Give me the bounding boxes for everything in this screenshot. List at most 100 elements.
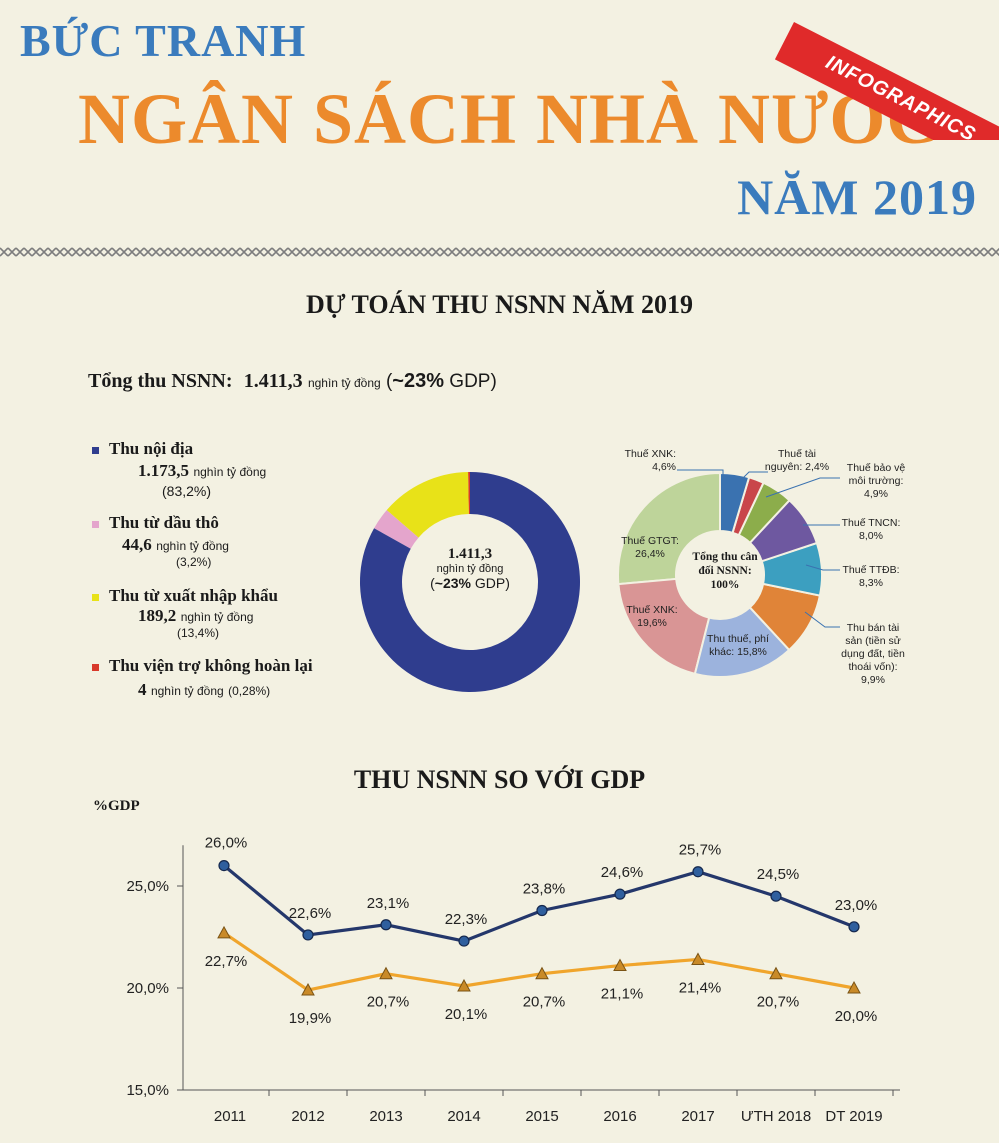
balanced-revenue-donut-chart (617, 469, 840, 678)
donut-center-gdp-close: GDP) (470, 575, 510, 591)
legend-item-vien-tro: Thu viện trợ không hoàn lại 4 nghìn tỷ đ… (92, 656, 313, 700)
pie-label-thue-tncn: Thuế TNCN: 8,0% (841, 517, 901, 542)
legend-item-dau-tho: Thu từ dầu thô 44,6 nghìn tỷ đồng (3,2%) (92, 513, 229, 569)
series-0-point (458, 935, 470, 947)
series-1-data-label: 20,0% (835, 1008, 878, 1025)
pie-label-thue-xnk-small: Thuế XNK: 4,6% (624, 448, 676, 473)
legend-label: Thu nội địa (109, 439, 194, 458)
series-1-point (847, 980, 861, 994)
section-title-revenue-estimate: DỰ TOÁN THU NSNN NĂM 2019 (306, 290, 693, 319)
series-0-point (536, 904, 548, 917)
balanced-donut-slice-0 (719, 471, 751, 535)
revenue-donut-slice-2 (386, 472, 469, 538)
series-0-data-label: 24,5% (757, 866, 800, 883)
series-0-data-label: 22,6% (289, 905, 332, 922)
legend-value: 189,2 (138, 606, 177, 625)
series-1-point (769, 966, 783, 980)
series-1-data-label: 20,7% (523, 994, 566, 1011)
x-tick-label: 2017 (681, 1108, 714, 1125)
legend-pct: (3,2%) (176, 555, 212, 569)
legend-swatch (92, 593, 99, 601)
revenue-donut-chart (360, 472, 580, 692)
balanced-donut-slice-3 (748, 498, 819, 563)
series-1-point (691, 952, 705, 965)
donut-center-unit: nghìn tỷ đồng (436, 563, 504, 575)
balanced-donut-slice-2 (737, 481, 791, 545)
legend-swatch (92, 446, 99, 454)
pie-label-thue-bao-ve-moi-truong: Thuế bảo vệ môi trường: 4,9% (846, 462, 906, 500)
series-0-data-label: 23,0% (835, 897, 878, 914)
series-1-point (613, 958, 627, 972)
donut-center-gdp-bold: ~23% (434, 575, 471, 591)
header-divider (0, 244, 999, 260)
legend-pct: (0,28%) (228, 684, 271, 698)
pie-center-line2: đối NSNN: (698, 565, 752, 577)
y-tick-label: 25,0% (126, 878, 169, 895)
series-1-point (301, 982, 315, 996)
ribbon-label: INFOGRAPHICS (822, 51, 980, 140)
x-tick-label: 2015 (525, 1108, 558, 1125)
series-1-data-label: 22,7% (205, 953, 248, 970)
series-line-1 (223, 931, 855, 992)
pie-center-line3: 100% (710, 579, 740, 591)
balanced-donut-slice-5 (748, 582, 822, 652)
series-1-data-label: 21,4% (679, 979, 722, 996)
series-1-point (217, 925, 231, 939)
total-unit: nghìn tỷ đồng (307, 376, 381, 390)
total-gdp-close: GDP) (444, 371, 497, 392)
revenue-donut-slice-0 (360, 472, 580, 692)
pie-label-thue-ttdb: Thuế TTĐB: 8,3% (842, 564, 900, 589)
x-tick-label: 2016 (603, 1108, 636, 1125)
legend-unit: nghìn tỷ đồng (150, 684, 224, 698)
pie-center-line1: Tổng thu cân (692, 551, 758, 563)
series-1-data-label: 20,7% (757, 994, 800, 1011)
total-gdp-open: ( (385, 371, 393, 392)
series-1-point (379, 966, 393, 980)
x-tick-label: 2014 (447, 1108, 480, 1125)
pie-label-thue-gtgt: Thuế GTGT: 26,4% (621, 535, 679, 560)
total-gdp-bold: ~23% (392, 370, 445, 392)
pie-label-thue-tai-nguyen: Thuế tài nguyên: 2,4% (764, 448, 830, 473)
x-tick-label: 2011 (214, 1108, 246, 1125)
series-1-point (457, 978, 471, 992)
legend-swatch (92, 520, 99, 528)
series-1-data-label: 20,1% (445, 1006, 488, 1023)
y-tick-label: 20,0% (126, 980, 169, 997)
section-title-revenue-vs-gdp: THU NSNN SO VỚI GDP (353, 765, 646, 794)
balanced-donut-slice-4 (760, 541, 823, 597)
legend-label: Thu từ dầu thô (109, 513, 219, 532)
series-0-point (380, 919, 392, 931)
legend-unit: nghìn tỷ đồng (180, 610, 254, 624)
series-0-point (848, 921, 860, 933)
donut-center-gdp-open: ( (430, 575, 435, 591)
donut-center-value: 1.411,3 (447, 546, 493, 562)
y-tick-label: 15,0% (126, 1082, 169, 1099)
balanced-donut-slice-7 (617, 577, 711, 676)
legend-value: 1.173,5 (138, 461, 189, 480)
series-0-data-label: 22,3% (445, 911, 488, 928)
series-1-point (535, 966, 549, 980)
legend-swatch (92, 663, 99, 671)
series-0-point (218, 859, 230, 872)
balanced-donut-slice-8 (617, 471, 721, 586)
pie-label-thu-ban-tai-san: Thu bán tài sản (tiền sử dụng đất, tiền tho… (841, 622, 905, 686)
series-0-data-label: 25,7% (679, 842, 722, 859)
legend-unit: nghìn tỷ đồng (193, 465, 267, 479)
series-0-data-label: 26,0% (205, 835, 248, 852)
series-0-data-label: 23,1% (367, 895, 410, 912)
pie-label-thue-xnk-large: Thuế XNK: 19,6% (626, 604, 678, 629)
series-1-data-label: 20,7% (367, 994, 410, 1011)
x-tick-label: DT 2019 (825, 1108, 882, 1125)
x-tick-label: 2013 (369, 1108, 402, 1125)
legend-value: 4 (138, 680, 147, 699)
revenue-gdp-line-chart: 15,0% 20,0% 25,0% 2011 2012 2013 2014 2015 2016 2… (126, 835, 900, 1125)
y-axis-unit: %GDP (93, 798, 140, 814)
legend-item-thu-noi-dia: Thu nội địa 1.173,5 nghìn tỷ đồng (83,2%… (92, 439, 266, 499)
legend-unit: nghìn tỷ đồng (156, 539, 229, 553)
pie-center-text: Tổng thu cân đối NSNN: 100% (680, 550, 770, 592)
series-0-data-label: 24,6% (601, 864, 644, 881)
series-1-data-label: 21,1% (601, 986, 644, 1003)
title-line-2: NGÂN SÁCH NHÀ NƯỚC (78, 79, 940, 159)
total-label: Tổng thu NSNN: (88, 370, 233, 392)
legend-value: 44,6 (122, 535, 152, 554)
